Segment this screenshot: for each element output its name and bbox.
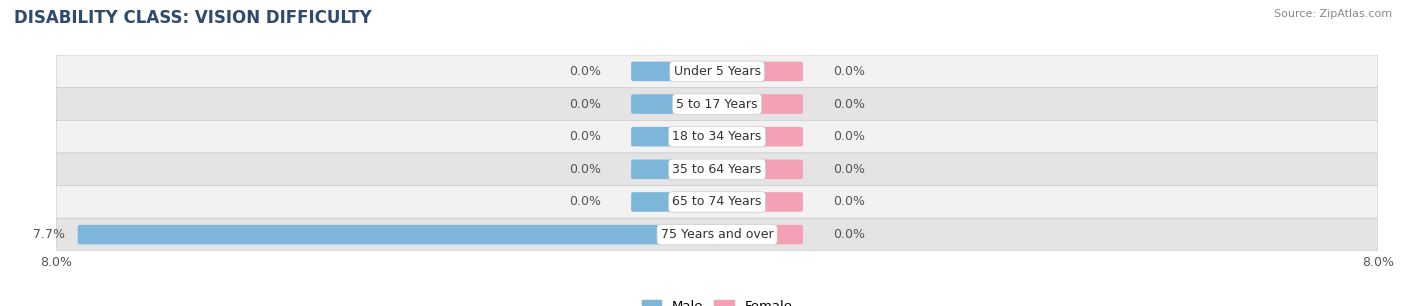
Text: 0.0%: 0.0% bbox=[832, 130, 865, 143]
FancyBboxPatch shape bbox=[714, 94, 803, 114]
FancyBboxPatch shape bbox=[631, 192, 720, 212]
Text: 0.0%: 0.0% bbox=[569, 196, 602, 208]
FancyBboxPatch shape bbox=[631, 127, 720, 147]
Text: 0.0%: 0.0% bbox=[832, 163, 865, 176]
FancyBboxPatch shape bbox=[714, 127, 803, 147]
Text: 0.0%: 0.0% bbox=[569, 130, 602, 143]
FancyBboxPatch shape bbox=[56, 218, 1378, 251]
FancyBboxPatch shape bbox=[714, 62, 803, 81]
FancyBboxPatch shape bbox=[77, 225, 720, 244]
Legend: Male, Female: Male, Female bbox=[637, 295, 797, 306]
Text: 0.0%: 0.0% bbox=[569, 98, 602, 110]
FancyBboxPatch shape bbox=[56, 153, 1378, 186]
FancyBboxPatch shape bbox=[714, 192, 803, 212]
Text: 18 to 34 Years: 18 to 34 Years bbox=[672, 130, 762, 143]
Text: DISABILITY CLASS: VISION DIFFICULTY: DISABILITY CLASS: VISION DIFFICULTY bbox=[14, 9, 371, 27]
Text: Source: ZipAtlas.com: Source: ZipAtlas.com bbox=[1274, 9, 1392, 19]
Text: 0.0%: 0.0% bbox=[569, 65, 602, 78]
Text: 0.0%: 0.0% bbox=[832, 228, 865, 241]
Text: 0.0%: 0.0% bbox=[832, 196, 865, 208]
Text: 65 to 74 Years: 65 to 74 Years bbox=[672, 196, 762, 208]
Text: 0.0%: 0.0% bbox=[569, 163, 602, 176]
FancyBboxPatch shape bbox=[631, 94, 720, 114]
FancyBboxPatch shape bbox=[631, 62, 720, 81]
Text: 35 to 64 Years: 35 to 64 Years bbox=[672, 163, 762, 176]
FancyBboxPatch shape bbox=[56, 120, 1378, 153]
Text: Under 5 Years: Under 5 Years bbox=[673, 65, 761, 78]
Text: 5 to 17 Years: 5 to 17 Years bbox=[676, 98, 758, 110]
FancyBboxPatch shape bbox=[714, 159, 803, 179]
Text: 75 Years and over: 75 Years and over bbox=[661, 228, 773, 241]
FancyBboxPatch shape bbox=[56, 88, 1378, 120]
FancyBboxPatch shape bbox=[56, 186, 1378, 218]
Text: 0.0%: 0.0% bbox=[832, 65, 865, 78]
FancyBboxPatch shape bbox=[631, 159, 720, 179]
FancyBboxPatch shape bbox=[714, 225, 803, 244]
Text: 0.0%: 0.0% bbox=[832, 98, 865, 110]
FancyBboxPatch shape bbox=[56, 55, 1378, 88]
Text: 7.7%: 7.7% bbox=[32, 228, 65, 241]
